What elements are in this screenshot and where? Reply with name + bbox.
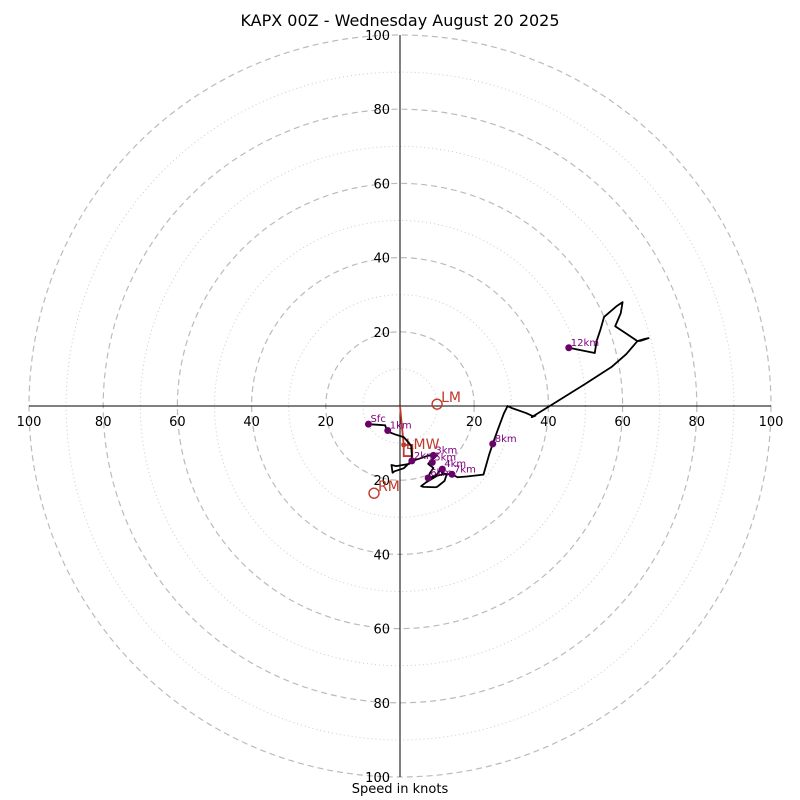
x-tick-label: 40 [243, 415, 260, 430]
y-tick-label: 40 [373, 252, 390, 267]
wind-trace [368, 301, 650, 489]
storm-motion-label: RM [378, 479, 400, 495]
mean-wind-marker [401, 442, 407, 448]
height-marker [364, 420, 372, 428]
height-label: Sfc [370, 414, 385, 425]
height-marker [429, 451, 437, 459]
height-marker [428, 458, 436, 466]
y-tick-label: 20 [373, 326, 390, 341]
y-tick-label: 40 [373, 548, 390, 563]
height-label: 5km [434, 452, 456, 463]
x-tick-label: 100 [759, 415, 784, 430]
y-tick-label: 80 [373, 103, 390, 118]
y-tick-label: 60 [373, 623, 390, 638]
height-marker [424, 474, 432, 482]
x-axis-label: Speed in knots [351, 782, 449, 797]
height-marker [489, 440, 497, 448]
storm-motion-marker [431, 398, 443, 410]
x-tick-label: 60 [614, 415, 631, 430]
height-marker [565, 344, 573, 352]
height-label: 6km [430, 468, 452, 479]
x-tick-label: 100 [17, 415, 42, 430]
y-tick-label: 60 [373, 177, 390, 192]
height-marker [448, 470, 456, 478]
height-label: 4km [444, 459, 466, 470]
y-tick-label: 100 [365, 29, 390, 44]
height-marker [438, 465, 446, 473]
y-tick-label: 20 [373, 474, 390, 489]
x-tick-label: 80 [95, 415, 112, 430]
height-label: 1km [390, 420, 412, 431]
hodograph-line [368, 301, 650, 489]
storm-motion: LM RM LMW [368, 390, 461, 499]
y-tick-label: 80 [373, 697, 390, 712]
height-label: 2km [414, 451, 436, 462]
mean-wind-label: LMW [406, 437, 440, 453]
storm-motion-marker [368, 487, 380, 499]
x-tick-label: 20 [466, 415, 483, 430]
height-marker [384, 426, 392, 434]
height-label: 12km [571, 338, 599, 349]
height-marker [408, 457, 416, 465]
storm-motion-label: LM [441, 390, 461, 406]
x-tick-label: 60 [169, 415, 186, 430]
tick-labels: 100 80 60 40 20 20 40 60 80 100 100 80 60 40 20 20 40 60 8… [17, 29, 784, 786]
x-tick-label: 80 [689, 415, 706, 430]
x-tick-label: 40 [540, 415, 557, 430]
height-label: 7km [454, 464, 476, 475]
chart-title: KAPX 00Z - Wednesday August 20 2025 [240, 11, 560, 30]
height-label: 8km [495, 434, 517, 445]
y-tick-label: 100 [365, 771, 390, 786]
height-label: 3km [435, 445, 457, 456]
x-tick-label: 20 [318, 415, 335, 430]
